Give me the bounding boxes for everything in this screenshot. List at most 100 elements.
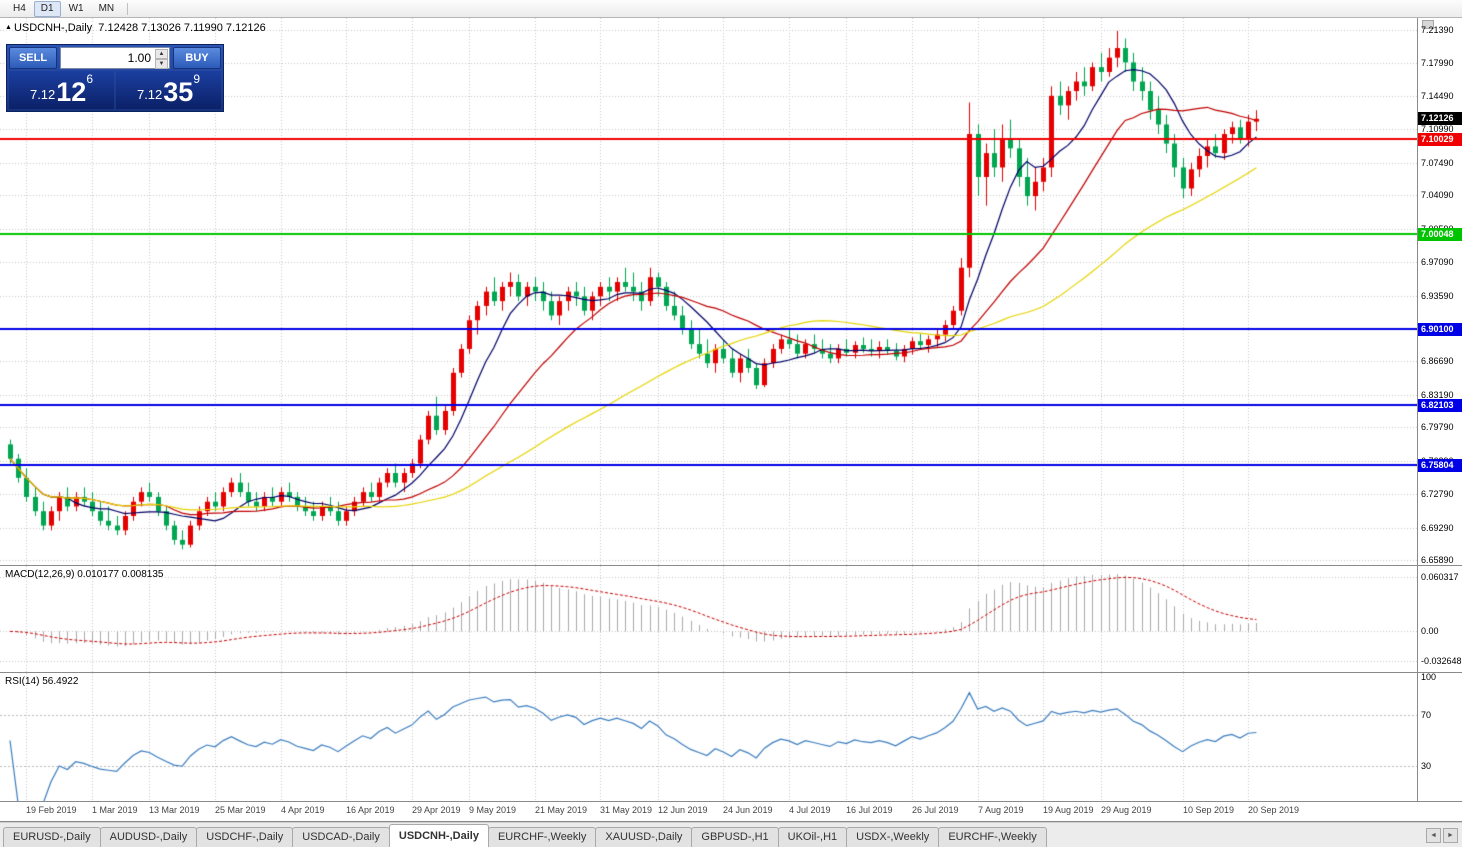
- tabs-scroll-left-icon[interactable]: ◄: [1426, 828, 1441, 843]
- date-axis-label: 26 Jul 2019: [912, 805, 959, 815]
- one-click-trading-panel: SELL ▲ ▼ BUY 7.12 12 6: [6, 44, 224, 112]
- price-axis-tick: 6.69290: [1421, 522, 1454, 533]
- price-axis-tick: 7.17990: [1421, 57, 1454, 68]
- price-axis-tick: 7.10990: [1421, 124, 1454, 135]
- chart-tab[interactable]: USDCNH-,Daily: [388, 824, 489, 847]
- date-axis-label: 16 Apr 2019: [346, 805, 395, 815]
- chart-title: ▲ USDCNH-,Daily 7.12428 7.13026 7.11990 7…: [5, 22, 266, 34]
- rsi-plot[interactable]: RSI(14) 56.4922: [0, 673, 1417, 801]
- date-axis-label: 16 Jul 2019: [846, 805, 893, 815]
- price-axis-tick: 7.04090: [1421, 190, 1454, 201]
- chart-tab[interactable]: AUDUSD-,Daily: [99, 827, 198, 847]
- price-tag: 7.00048: [1418, 227, 1462, 241]
- price-tag: 6.90100: [1418, 322, 1462, 336]
- date-axis-label: 4 Apr 2019: [281, 805, 325, 815]
- sell-price-big: 12: [56, 77, 87, 107]
- sell-price-display[interactable]: 7.12 12 6: [9, 71, 114, 109]
- rsi-axis-tick: 30: [1421, 760, 1432, 771]
- tabs-scroll-right-icon[interactable]: ►: [1443, 828, 1458, 843]
- buy-price-display[interactable]: 7.12 35 9: [116, 71, 221, 109]
- volume-up-icon[interactable]: ▲: [155, 49, 168, 59]
- chart-tab[interactable]: XAUUSD-,Daily: [595, 827, 693, 847]
- price-axis-tick: 7.07490: [1421, 157, 1454, 168]
- price-tag: 6.75804: [1418, 459, 1462, 473]
- date-axis-label: 10 Sep 2019: [1183, 805, 1235, 815]
- chart-tab[interactable]: UKOil-,H1: [777, 827, 848, 847]
- buy-price-sup: 9: [193, 72, 201, 86]
- price-axis-tick: 6.93590: [1421, 290, 1454, 301]
- macd-axis[interactable]: 0.060317 0.00 -0.032648: [1417, 566, 1462, 672]
- price-chart-plot[interactable]: ▲ USDCNH-,Daily 7.12428 7.13026 7.11990 7…: [0, 18, 1417, 565]
- macd-axis-tick: 0.00: [1421, 626, 1439, 637]
- axis-scroll-button[interactable]: [1422, 20, 1434, 29]
- rsi-axis-tick: 70: [1421, 710, 1432, 721]
- chart-ohlc-values: 7.12428 7.13026 7.11990 7.12126: [98, 22, 266, 34]
- price-tag: 7.10029: [1418, 132, 1462, 146]
- date-axis-label: 19 Feb 2019: [26, 805, 77, 815]
- chart-tab[interactable]: EURCHF-,Weekly: [938, 827, 1047, 847]
- chart-tab[interactable]: USDX-,Weekly: [846, 827, 940, 847]
- date-axis-label: 1 Mar 2019: [92, 805, 138, 815]
- date-axis-label: 29 Aug 2019: [1101, 805, 1152, 815]
- date-axis-label: 20 Sep 2019: [1248, 805, 1300, 815]
- sell-button[interactable]: SELL: [9, 47, 57, 69]
- macd-axis-tick: 0.060317: [1421, 571, 1459, 582]
- sell-price-sup: 6: [86, 72, 94, 86]
- date-axis-label: 24 Jun 2019: [723, 805, 773, 815]
- date-axis-label: 29 Apr 2019: [412, 805, 461, 815]
- price-axis-tick: 6.86690: [1421, 356, 1454, 367]
- buy-price-big: 35: [163, 77, 194, 107]
- timeframe-button-mn[interactable]: MN: [98, 2, 115, 14]
- chart-tab[interactable]: EURUSD-,Daily: [3, 827, 101, 847]
- rsi-axis[interactable]: 100 70 30: [1417, 671, 1462, 801]
- chart-symbol: USDCNH-,Daily: [13, 22, 93, 34]
- macd-label: MACD(12,26,9) 0.010177 0.008135: [5, 569, 164, 580]
- price-axis-tick: 7.21390: [1421, 25, 1454, 36]
- date-axis-label: 21 May 2019: [535, 805, 588, 815]
- toolbar-separator: [127, 2, 129, 15]
- date-axis-label: 13 Mar 2019: [149, 805, 200, 815]
- rsi-label: RSI(14) 56.4922: [5, 676, 79, 687]
- timeframe-toolbar: H4 D1 W1 MN: [0, 0, 1462, 18]
- price-axis-tick: 6.65890: [1421, 555, 1454, 566]
- macd-axis-tick: -0.032648: [1421, 655, 1462, 666]
- price-axis-tick: 6.97090: [1421, 257, 1454, 268]
- date-axis-label: 9 May 2019: [469, 805, 517, 815]
- date-axis-label: 12 Jun 2019: [658, 805, 708, 815]
- macd-plot[interactable]: MACD(12,26,9) 0.010177 0.008135: [0, 566, 1417, 672]
- timeframe-button-d1[interactable]: D1: [33, 0, 61, 17]
- timeframe-button-w1[interactable]: W1: [68, 2, 84, 14]
- price-axis-tick: 6.83190: [1421, 389, 1454, 400]
- price-axis-tick: 6.79790: [1421, 422, 1454, 433]
- timeframe-button-h4[interactable]: H4: [13, 2, 26, 14]
- sell-price-prefix: 7.12: [29, 87, 56, 102]
- buy-button[interactable]: BUY: [173, 47, 221, 69]
- chart-tab[interactable]: EURCHF-,Weekly: [487, 827, 597, 847]
- pane-separator: [0, 801, 1462, 802]
- volume-field-wrap: ▲ ▼: [60, 47, 170, 69]
- date-axis-label: 4 Jul 2019: [789, 805, 831, 815]
- price-axis-tick: 7.14490: [1421, 90, 1454, 101]
- date-axis-label: 25 Mar 2019: [215, 805, 266, 815]
- chart-tab[interactable]: USDCAD-,Daily: [292, 827, 390, 847]
- date-axis-label: 7 Aug 2019: [978, 805, 1024, 815]
- chart-tab[interactable]: USDCHF-,Daily: [196, 827, 294, 847]
- date-axis[interactable]: 19 Feb 2019 1 Mar 2019 13 Mar 2019 25 Mar 2…: [0, 802, 1462, 821]
- chart-tab-bar: EURUSD-,Daily AUDUSD-,Daily USDCHF-,Daily U…: [0, 822, 1462, 847]
- rsi-canvas[interactable]: [0, 673, 1417, 801]
- pane-separator: [0, 821, 1462, 822]
- volume-down-icon[interactable]: ▼: [155, 59, 168, 69]
- price-axis-tick: 6.72790: [1421, 489, 1454, 500]
- price-chart-canvas[interactable]: [0, 18, 1417, 565]
- date-axis-label: 31 May 2019: [600, 805, 653, 815]
- price-axis[interactable]: 7.21390 7.17990 7.14490 7.10990 7.07490 7.040…: [1417, 18, 1462, 565]
- pane-separator[interactable]: [0, 565, 1462, 566]
- chart-marker-icon: ▲: [5, 24, 12, 31]
- price-tag: 7.12126: [1418, 112, 1462, 126]
- rsi-axis-tick: 100: [1421, 671, 1437, 682]
- volume-input[interactable]: [61, 50, 169, 66]
- macd-canvas[interactable]: [0, 566, 1417, 672]
- chart-tab[interactable]: GBPUSD-,H1: [691, 827, 779, 847]
- buy-price-prefix: 7.12: [136, 87, 163, 102]
- pane-separator[interactable]: [0, 672, 1462, 673]
